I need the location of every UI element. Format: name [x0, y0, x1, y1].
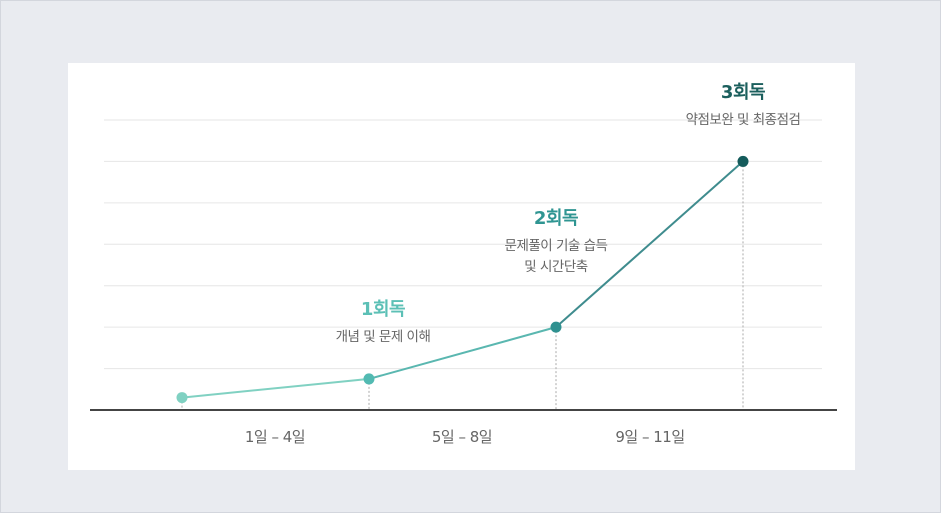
- annotation-title: 3회독: [720, 82, 766, 103]
- annotation-desc: 문제풀이 기술 습득: [504, 238, 608, 254]
- x-tick-label: 5일 – 8일: [431, 428, 493, 446]
- chart-card: [68, 63, 855, 470]
- x-tick-label: 1일 – 4일: [244, 428, 306, 446]
- annotation-3: 3회독 약점보완 및 최종점검: [686, 78, 801, 131]
- data-point: [176, 392, 188, 404]
- annotation-desc: 약점보완 및 최종점검: [685, 112, 801, 128]
- data-point: [363, 373, 375, 385]
- line-segment: [555, 160, 744, 328]
- annotation-2: 2회독 문제풀이 기술 습득 및 시간단축: [505, 204, 608, 278]
- annotation-title: 2회독: [533, 208, 579, 229]
- annotation-1: 1회독 개념 및 문제 이해: [336, 295, 431, 348]
- annotation-desc: 개념 및 문제 이해: [335, 329, 431, 345]
- line-segment: [181, 377, 370, 399]
- annotation-desc: 및 시간단축: [524, 259, 588, 275]
- line-segment: [368, 326, 557, 380]
- data-point: [737, 155, 749, 167]
- x-tick-label: 9일 – 11일: [615, 428, 685, 446]
- annotation-title: 1회독: [360, 299, 406, 320]
- data-point: [550, 321, 562, 333]
